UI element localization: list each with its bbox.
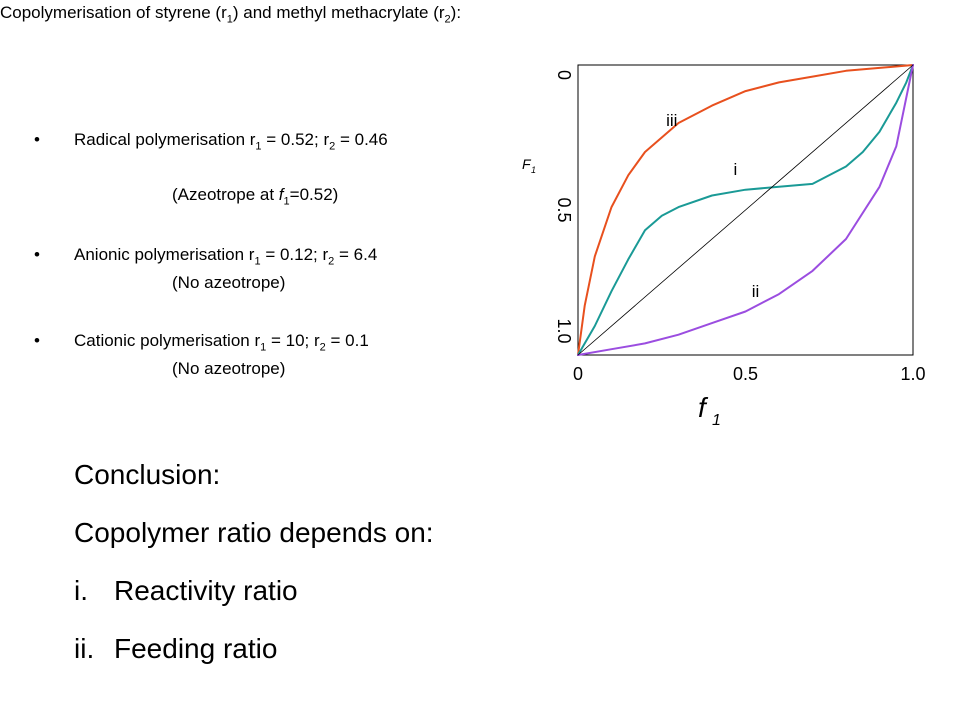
bullet-dot: • xyxy=(34,130,40,149)
y-tick-label: 1.0 xyxy=(554,318,574,343)
curve-label: iii xyxy=(666,111,677,130)
diagonal-reference-line xyxy=(577,64,914,356)
y-tick-label: 0 xyxy=(554,70,574,80)
conclusion-line: Copolymer ratio depends on: xyxy=(74,517,434,548)
no-azeotrope-note-2: (No azeotrope) xyxy=(172,359,286,378)
bullet-radical-text: Radical polymerisation r1 = 0.52; r2 = 0… xyxy=(74,130,388,153)
bullet-dot: • xyxy=(34,245,40,264)
bullet-cationic: • Cationic polymerisation r1 = 10; r2 = … xyxy=(34,328,514,353)
azeotrope-note: (Azeotrope at f1=0.52) xyxy=(172,185,339,208)
x-tick-label: 0.5 xyxy=(733,364,758,384)
x-axis-label-sub: 1 xyxy=(712,412,721,429)
bullet-anionic: • Anionic polymerisation r1 = 0.12; r2 =… xyxy=(34,242,514,267)
x-axis-label: f xyxy=(698,392,709,423)
series-line-ii xyxy=(577,64,914,356)
intro-text: ): xyxy=(450,3,462,22)
x-tick-label: 0 xyxy=(573,364,583,384)
conclusion-title: Conclusion: xyxy=(74,459,221,490)
y-axis-label-sub: 1 xyxy=(531,165,536,175)
curve-label: ii xyxy=(752,282,760,301)
y-tick-label: 0.5 xyxy=(554,197,574,222)
x-tick-label: 1.0 xyxy=(900,364,925,384)
conclusion-item: ii. Feeding ratio xyxy=(74,632,277,666)
curve-label: i xyxy=(734,160,738,179)
intro-text: Copolymerisation of styrene (r xyxy=(0,3,227,22)
conclusion-item-number: ii. xyxy=(74,633,95,664)
series-line-i xyxy=(577,64,914,356)
intro-paragraph: Copolymerisation of styrene (r1) and met… xyxy=(0,0,480,32)
bullet-cationic-text: Cationic polymerisation r1 = 10; r2 = 0.… xyxy=(74,331,369,354)
plot-frame xyxy=(577,64,914,356)
bullet-dot: • xyxy=(34,331,40,350)
intro-sub: 2 xyxy=(444,13,451,26)
no-azeotrope-note-1: (No azeotrope) xyxy=(172,273,286,292)
y-axis-label: F xyxy=(522,156,532,172)
conclusion-item-label: Reactivity ratio xyxy=(114,575,298,606)
intro-sub: 1 xyxy=(226,13,233,26)
series-line-iii xyxy=(577,64,914,356)
bullet-anionic-text: Anionic polymerisation r1 = 0.12; r2 = 6… xyxy=(74,245,378,268)
intro-text: ) and methyl methacrylate (r xyxy=(232,3,445,22)
conclusion-item: i. Reactivity ratio xyxy=(74,574,298,608)
conclusion-item-number: i. xyxy=(74,575,88,606)
bullet-radical: • Radical polymerisation r1 = 0.52; r2 =… xyxy=(34,127,514,177)
conclusion-item-label: Feeding ratio xyxy=(114,633,278,664)
